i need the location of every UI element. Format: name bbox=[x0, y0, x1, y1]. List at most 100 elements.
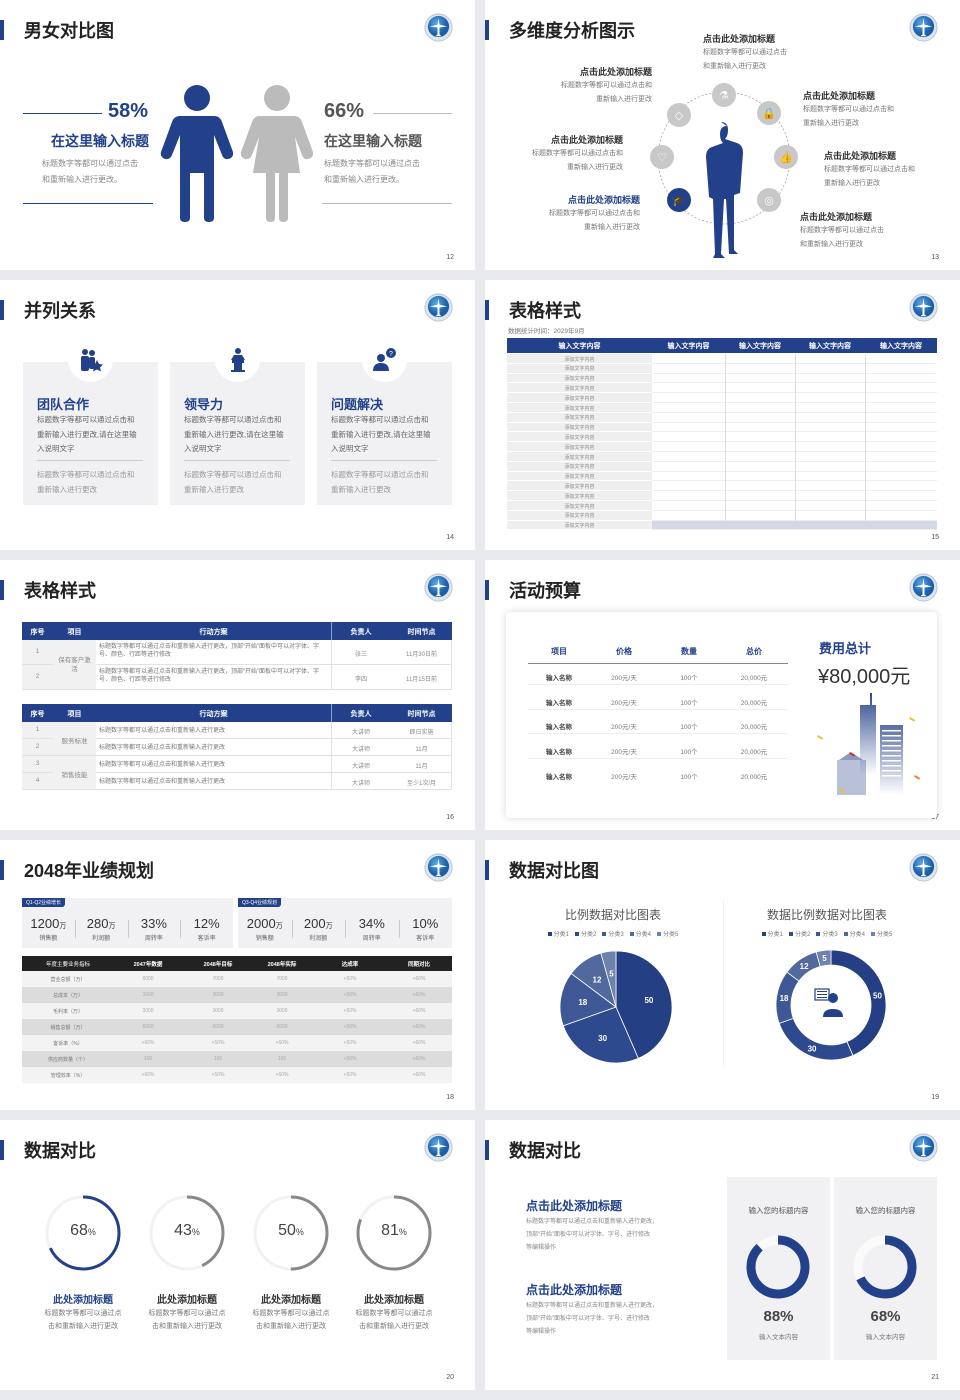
confetti bbox=[914, 775, 921, 780]
page-number: 13 bbox=[931, 254, 939, 261]
male-body: 和重新输入进行更改。 bbox=[42, 175, 122, 184]
item-body: 和重新输入进行更改 bbox=[800, 241, 863, 248]
data-label: 50 bbox=[873, 991, 882, 1000]
stat-card bbox=[834, 1177, 937, 1360]
table-row-cells bbox=[652, 520, 937, 531]
column-divider bbox=[725, 354, 726, 521]
column-header: 输入文字内容 bbox=[558, 343, 601, 350]
table-cell: +50% bbox=[343, 1056, 357, 1062]
donut-chart: 50 30 18 12 5 bbox=[775, 949, 887, 1061]
table-cell: +60% bbox=[412, 992, 426, 998]
page-number: 21 bbox=[931, 1374, 939, 1381]
ring-value: 50% bbox=[261, 1222, 321, 1240]
window-strip bbox=[882, 730, 901, 732]
shape bbox=[240, 116, 314, 222]
legend-item: 分类2 bbox=[574, 932, 596, 938]
item-title: 点击此处添加标题 bbox=[703, 34, 776, 44]
title-accent-bar bbox=[0, 20, 4, 40]
kpi-label: 销售额 bbox=[39, 936, 58, 942]
card-subtext: 输入文本内容 bbox=[759, 1334, 798, 1341]
kpi-number: 2000 bbox=[246, 916, 276, 931]
table-row-cells bbox=[652, 481, 937, 492]
item-title: 点击此处添加标题 bbox=[800, 212, 873, 222]
logo-emblem-icon bbox=[424, 853, 453, 882]
column-divider bbox=[795, 354, 796, 521]
kpi-divider bbox=[180, 920, 182, 938]
cell-plan: 标题数字等都可以通过点击和重新输入进行更改，顶部“开始”面板中可以对字体、字号、… bbox=[99, 644, 319, 658]
kpi-tag: Q3-Q4业绩规划 bbox=[238, 898, 282, 907]
cell-plan: 标题数字等都可以通过点击和重新输入进行更改 bbox=[99, 761, 226, 768]
cell-time: 11月 bbox=[415, 746, 428, 753]
kpi-tag: Q1-Q2业绩增长 bbox=[22, 898, 66, 907]
table-row-cells bbox=[652, 471, 937, 482]
kpi-value: 200万 bbox=[288, 915, 348, 933]
table-cell: 6000 bbox=[276, 1024, 288, 1030]
table-cell: 供应商数量（个） bbox=[47, 1057, 88, 1063]
table-cell: +60% bbox=[412, 1056, 426, 1062]
table-cell: 200元/天 bbox=[611, 773, 637, 781]
ring-value: 68% bbox=[53, 1222, 113, 1240]
slide-activity-budget: 活动预算 17 项目 价格 数量 总价 输入名称 200元/天 100个 20,000元 输入名称 2… bbox=[485, 560, 960, 830]
slide-table-style-a: 表格样式 15 数据统计时间：2029年9月 输入文字内容 输入文字内容 输入文字内容 输入… bbox=[485, 280, 960, 550]
item-title: 点击此处添加标题 bbox=[550, 135, 623, 145]
item-body: 重新输入进行更改 bbox=[567, 164, 623, 171]
pie-slice bbox=[600, 950, 617, 1008]
table-row-cells bbox=[652, 354, 937, 364]
item-body: 标题数字等都可以通过点击和 bbox=[824, 166, 915, 173]
table-cell: 添加文字内容 bbox=[564, 503, 595, 510]
table-cell: 20,000元 bbox=[740, 675, 768, 682]
male-percent: 58% bbox=[108, 100, 149, 122]
table-cell: 添加文字内容 bbox=[564, 434, 595, 441]
item-body: 标题数字等都可以通过点击和 bbox=[532, 150, 623, 157]
kpi-divider bbox=[345, 920, 346, 938]
column-header: 同期对比 bbox=[407, 962, 430, 968]
radial-diagram: ⚗ ◇ 🔒 ♡ 👍 🎓 ◎ bbox=[650, 83, 798, 258]
group-cell bbox=[53, 640, 96, 690]
cell-time: 至少1次/月 bbox=[406, 780, 436, 787]
card-title: 输入您的标题内容 bbox=[855, 1206, 916, 1215]
shape bbox=[828, 993, 838, 1003]
ring-number: 43 bbox=[174, 1222, 192, 1239]
window-strip bbox=[882, 740, 901, 742]
page-number: 14 bbox=[446, 534, 454, 541]
legend-item: 分类5 bbox=[871, 932, 892, 938]
group-cell bbox=[53, 722, 96, 756]
column-header: 达成率 bbox=[341, 962, 359, 968]
table-row bbox=[507, 461, 652, 472]
ring-unit: % bbox=[191, 1227, 200, 1237]
diamond-icon bbox=[667, 103, 691, 127]
table-cell: 100个 bbox=[680, 675, 698, 682]
businessman-silhouette bbox=[706, 122, 743, 258]
table-cell: 输入名称 bbox=[546, 773, 572, 781]
slide-title: 数据对比 bbox=[509, 1141, 581, 1161]
cell-bg bbox=[22, 773, 53, 790]
feature-card bbox=[170, 362, 305, 505]
title-accent-bar bbox=[0, 860, 4, 880]
table-cell: 添加文字内容 bbox=[564, 405, 595, 412]
slide-multidimensional-analysis: 多维度分析图示 13 ⚗ ◇ 🔒 ♡ 👍 🎓 ◎ 点击此处添加标题 标题数字等都可以通过点击 和重新输… bbox=[485, 0, 960, 270]
divider-line bbox=[184, 460, 290, 461]
kpi-divider bbox=[398, 920, 400, 938]
cell-owner: 大讲师 bbox=[351, 763, 370, 770]
cell-number: 4 bbox=[35, 777, 40, 784]
lock-icon bbox=[757, 101, 781, 125]
male-heading: 在这里输入标题 bbox=[51, 133, 149, 149]
column-header: 序号 bbox=[30, 711, 45, 718]
column-divider bbox=[865, 354, 866, 521]
kpi-number: 10% bbox=[412, 916, 439, 931]
column-header: 序号 bbox=[30, 629, 45, 636]
window-strip bbox=[882, 745, 901, 747]
legend-swatch bbox=[843, 932, 848, 936]
table-row bbox=[22, 1019, 452, 1035]
question-person-icon: ? bbox=[373, 348, 397, 372]
table-cell: 100个 bbox=[680, 749, 698, 757]
cell-owner: 张三 bbox=[354, 651, 367, 658]
flask-icon bbox=[712, 83, 736, 107]
card-body: 标题数字等都可以通过点击和 bbox=[331, 415, 429, 424]
cell-plan: 标题数字等都可以通过点击和重新输入进行更改 bbox=[99, 744, 226, 751]
item-title: 点击此处添加标题 bbox=[567, 195, 640, 205]
table-cell: +50% bbox=[211, 1040, 225, 1046]
table-cell: 20,000元 bbox=[740, 724, 768, 732]
kpi-label: 利润额 bbox=[92, 936, 111, 942]
title-accent-bar bbox=[485, 860, 489, 880]
